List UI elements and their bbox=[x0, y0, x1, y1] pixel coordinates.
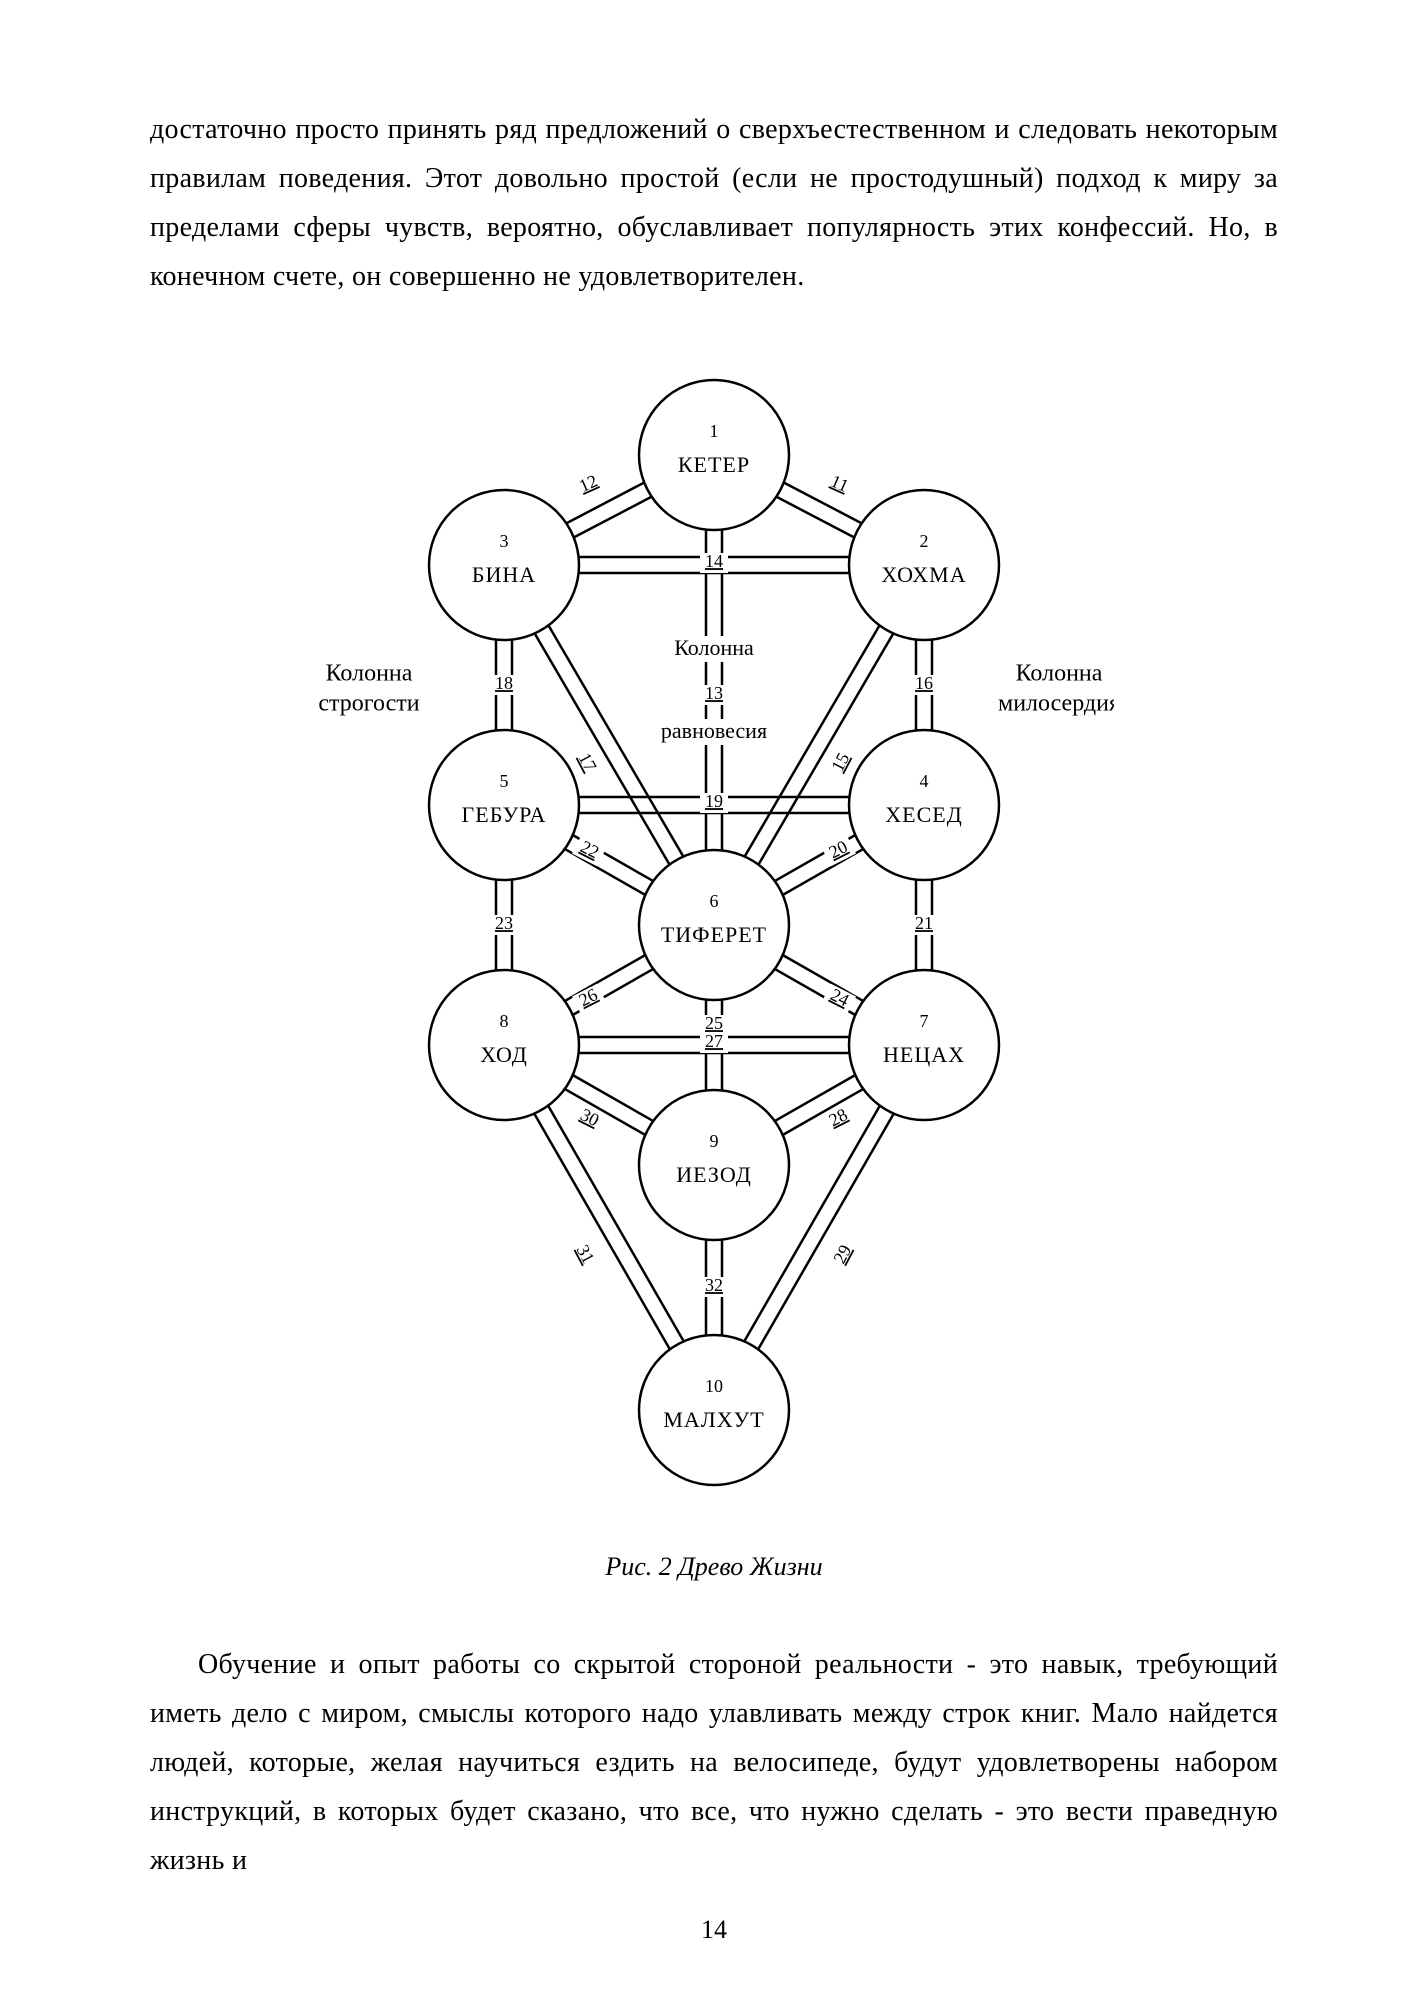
svg-text:равновесия: равновесия bbox=[661, 718, 767, 743]
svg-text:27: 27 bbox=[705, 1031, 723, 1051]
svg-text:ИЕЗОД: ИЕЗОД bbox=[676, 1162, 751, 1187]
node-5: 5 ГЕБУРА bbox=[429, 730, 579, 880]
node-7: 7 НЕЦАХ bbox=[849, 970, 999, 1120]
svg-text:строгости: строгости bbox=[318, 691, 419, 717]
svg-text:КЕТЕР: КЕТЕР bbox=[678, 452, 750, 477]
node-6: 6 ТИФЕРЕТ bbox=[639, 850, 789, 1000]
svg-text:8: 8 bbox=[500, 1011, 509, 1031]
svg-text:7: 7 bbox=[920, 1011, 929, 1031]
svg-text:ТИФЕРЕТ: ТИФЕРЕТ bbox=[661, 922, 767, 947]
svg-text:32: 32 bbox=[705, 1275, 723, 1295]
svg-text:НЕЦАХ: НЕЦАХ bbox=[883, 1042, 965, 1067]
tree-svg: 1112131415161718192021222324252627282930… bbox=[314, 365, 1114, 1525]
tree-of-life-diagram: 1112131415161718192021222324252627282930… bbox=[314, 365, 1114, 1525]
svg-text:16: 16 bbox=[915, 673, 933, 693]
svg-text:ХОД: ХОД bbox=[480, 1042, 528, 1067]
svg-text:Колонна: Колонна bbox=[1016, 661, 1103, 687]
svg-text:милосердия: милосердия bbox=[998, 691, 1114, 717]
node-10: 10 МАЛХУТ bbox=[639, 1335, 789, 1485]
svg-text:9: 9 bbox=[710, 1131, 719, 1151]
svg-text:6: 6 bbox=[710, 891, 719, 911]
paragraph-1: достаточно просто принять ряд предложени… bbox=[150, 105, 1278, 301]
node-2: 2 ХОХМА bbox=[849, 490, 999, 640]
node-4: 4 ХЕСЕД bbox=[849, 730, 999, 880]
svg-text:ГЕБУРА: ГЕБУРА bbox=[462, 802, 547, 827]
svg-text:18: 18 bbox=[495, 673, 513, 693]
svg-text:2: 2 bbox=[920, 531, 929, 551]
svg-text:23: 23 bbox=[495, 913, 513, 933]
node-3: 3 БИНА bbox=[429, 490, 579, 640]
page: достаточно просто принять ряд предложени… bbox=[0, 0, 1428, 2000]
svg-text:4: 4 bbox=[920, 771, 929, 791]
svg-text:3: 3 bbox=[500, 531, 509, 551]
svg-text:5: 5 bbox=[500, 771, 509, 791]
svg-text:ХОХМА: ХОХМА bbox=[881, 562, 966, 587]
svg-text:1: 1 bbox=[710, 421, 719, 441]
svg-text:21: 21 bbox=[915, 913, 933, 933]
page-number: 14 bbox=[0, 1915, 1428, 1945]
paragraph-2: Обучение и опыт работы со скрытой сторон… bbox=[150, 1640, 1278, 1885]
node-9: 9 ИЕЗОД bbox=[639, 1090, 789, 1240]
svg-text:Колонна: Колонна bbox=[326, 661, 413, 687]
node-1: 1 КЕТЕР bbox=[639, 380, 789, 530]
svg-text:БИНА: БИНА bbox=[472, 562, 536, 587]
svg-text:ХЕСЕД: ХЕСЕД bbox=[885, 802, 962, 827]
svg-text:13: 13 bbox=[705, 683, 723, 703]
svg-text:19: 19 bbox=[705, 791, 723, 811]
svg-text:Колонна: Колонна bbox=[674, 635, 754, 660]
svg-text:14: 14 bbox=[705, 551, 723, 571]
svg-text:10: 10 bbox=[705, 1376, 723, 1396]
svg-text:25: 25 bbox=[705, 1013, 723, 1033]
svg-text:МАЛХУТ: МАЛХУТ bbox=[663, 1407, 764, 1432]
node-8: 8 ХОД bbox=[429, 970, 579, 1120]
figure-caption: Рис. 2 Древо Жизни bbox=[0, 1552, 1428, 1582]
